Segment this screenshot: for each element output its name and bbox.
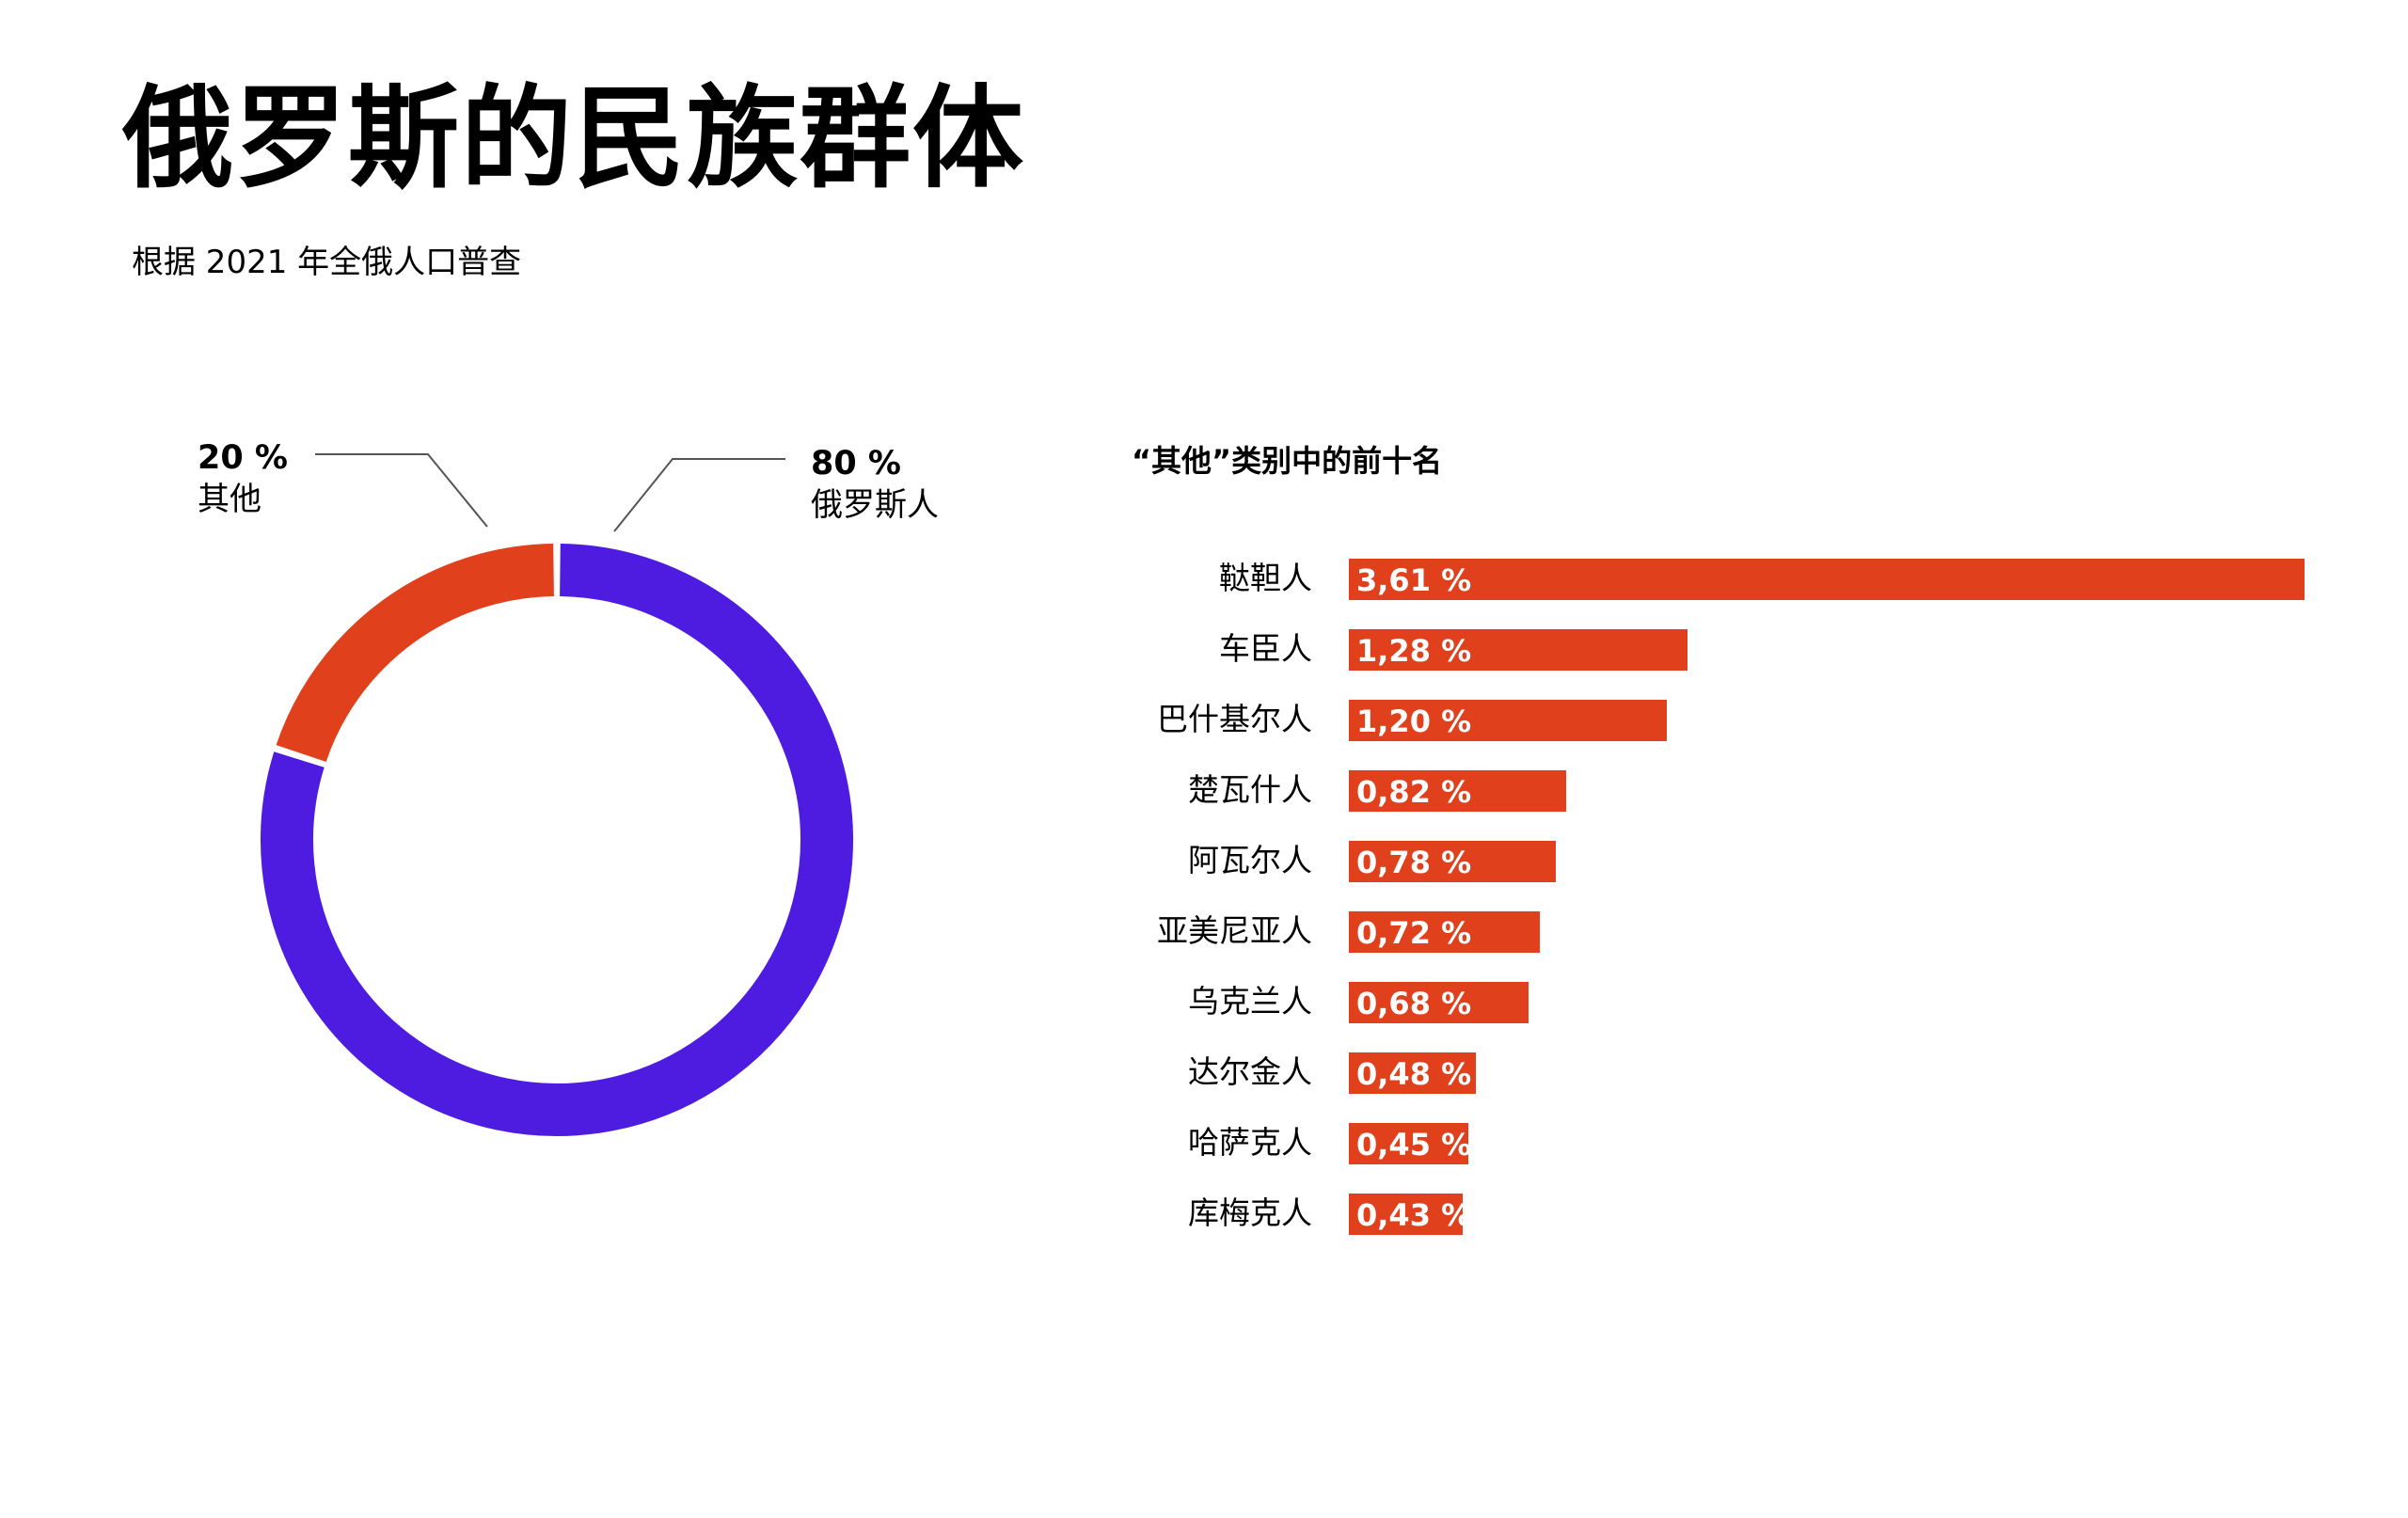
bar (1349, 911, 1540, 953)
bar-chart-title: “其他”类别中的前十名 (1132, 443, 1443, 479)
bar-value-label: 0,68 % (1356, 986, 1472, 1021)
bar-value-label: 0,43 % (1356, 1197, 1472, 1233)
donut-category-label: 其他 (198, 480, 261, 518)
donut-callout-russian: 80 % 俄罗斯人 (811, 444, 939, 525)
bar-category-label: 巴什基尔人 (1157, 701, 1312, 737)
donut-value-label: 20 % (198, 439, 288, 477)
bar (1349, 770, 1566, 812)
bar-row: 鞑靼人 3,61 % (1082, 557, 2305, 627)
bar-category-label: 车臣人 (1219, 630, 1312, 667)
bar-row: 楚瓦什人 0,82 % (1082, 768, 2305, 839)
bar-value-label: 0,82 % (1356, 774, 1472, 810)
bar (1349, 1194, 1464, 1235)
bar-value-label: 1,28 % (1356, 633, 1472, 669)
bar-value-label: 0,45 % (1356, 1127, 1472, 1162)
page-title: 俄罗斯的民族群体 (122, 73, 1026, 203)
bar-row: 阿瓦尔人 0,78 % (1082, 839, 2305, 909)
bar-category-label: 鞑靼人 (1219, 560, 1312, 596)
donut-slice (261, 544, 853, 1136)
bar-value-label: 1,20 % (1356, 704, 1472, 739)
bar-category-label: 阿瓦尔人 (1188, 842, 1312, 878)
bar (1349, 1123, 1468, 1164)
bar (1349, 982, 1529, 1023)
page-subtitle: 根据 2021 年全俄人口普查 (132, 244, 522, 281)
bar (1349, 841, 1556, 882)
bar (1349, 1052, 1477, 1094)
donut-slice (276, 544, 555, 763)
bar (1349, 629, 1688, 671)
bar-row: 库梅克人 0,43 % (1082, 1192, 2305, 1262)
bar-row: 乌克兰人 0,68 % (1082, 980, 2305, 1051)
bar-chart: 鞑靼人 3,61 % 车臣人 1,28 % 巴什基尔人 1,20 % 楚瓦什人 0,82 % 阿… (1082, 557, 2305, 1262)
bar-row: 达尔金人 0,48 % (1082, 1051, 2305, 1121)
bar-value-label: 3,61 % (1356, 562, 1472, 598)
bar-row: 哈萨克人 0,45 % (1082, 1121, 2305, 1192)
bar-value-label: 0,78 % (1356, 845, 1472, 880)
donut-callout-other: 20 % 其他 (198, 438, 288, 519)
callout-line-russian (613, 458, 785, 532)
donut-value-label: 80 % (811, 445, 901, 482)
donut-category-label: 俄罗斯人 (811, 485, 939, 524)
bar-category-label: 达尔金人 (1188, 1053, 1312, 1090)
bar-category-label: 乌克兰人 (1188, 983, 1312, 1020)
donut-chart (261, 453, 853, 1136)
bar (1349, 559, 2305, 600)
callout-line-other (315, 453, 488, 528)
bar-category-label: 库梅克人 (1188, 1194, 1312, 1231)
bar-row: 车臣人 1,28 % (1082, 627, 2305, 698)
bar-category-label: 亚美尼亚人 (1157, 912, 1312, 949)
bar-value-label: 0,48 % (1356, 1056, 1472, 1092)
bar-category-label: 楚瓦什人 (1188, 771, 1312, 808)
bar-category-label: 哈萨克人 (1188, 1124, 1312, 1161)
bar-value-label: 0,72 % (1356, 915, 1472, 951)
bar-row: 亚美尼亚人 0,72 % (1082, 909, 2305, 980)
bar-row: 巴什基尔人 1,20 % (1082, 698, 2305, 768)
bar (1349, 700, 1667, 741)
